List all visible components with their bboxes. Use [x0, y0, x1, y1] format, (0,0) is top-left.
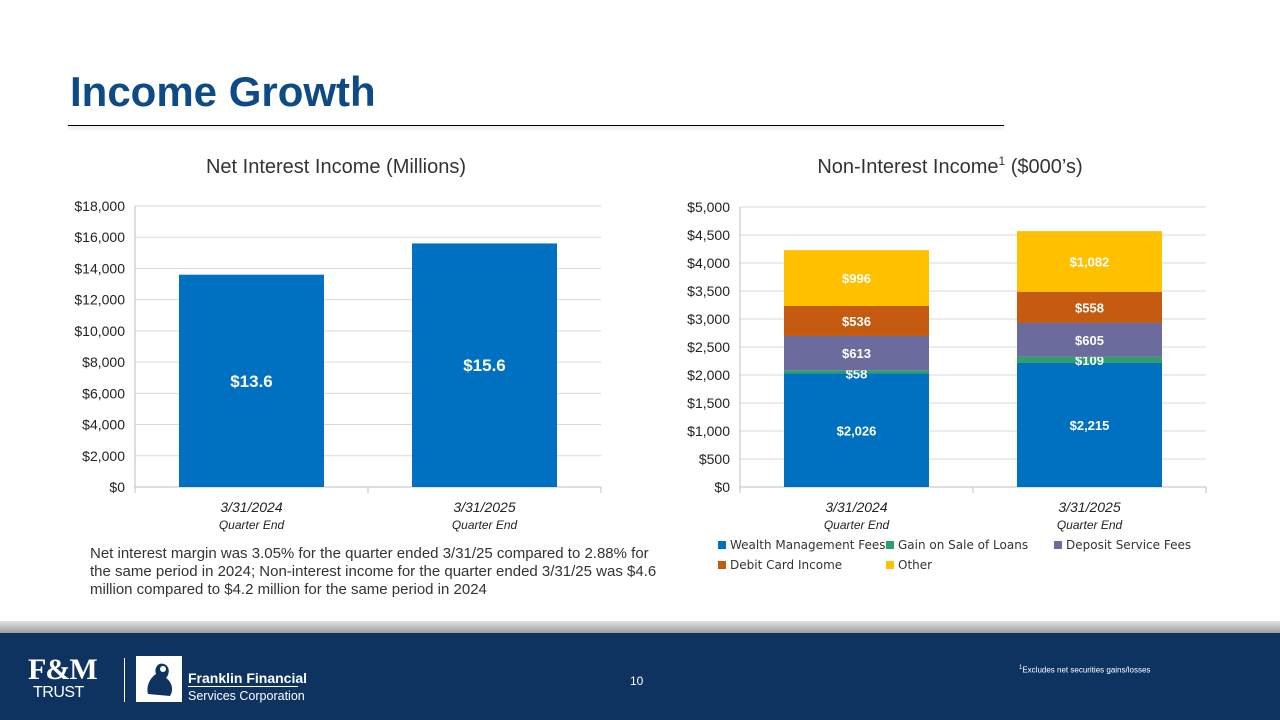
- chart1-ytick-label: $14,000: [74, 260, 125, 276]
- chart2-segment-4: [1017, 231, 1162, 292]
- chart2-ytick-label: $1,500: [687, 395, 730, 411]
- net-interest-income-chart: Net Interest Income (Millions) $0 $2,000 $4…: [74, 156, 602, 532]
- chart1-category-sublabel: Quarter End: [219, 518, 285, 532]
- chart2-ytick-label: $0: [714, 479, 730, 495]
- chart2-category-sublabel: Quarter End: [824, 518, 890, 532]
- fm-logo: F&M: [28, 653, 98, 686]
- chart2-category-label: 3/31/2025: [1058, 499, 1120, 515]
- chart2-legend-label: Debit Card Income: [730, 558, 842, 572]
- chart2-title: Non-Interest Income1 ($000’s): [817, 154, 1082, 178]
- chart2-data-label: $996: [842, 271, 871, 286]
- chart2-ytick-label: $2,000: [687, 367, 730, 383]
- chart2-data-label: $605: [1075, 333, 1104, 348]
- net-interest-margin-note: Net interest margin was 3.05% for the qu…: [90, 545, 657, 598]
- footnote: 1Excludes net securities gains/losses: [1019, 665, 1150, 675]
- chart2-data-label: $1,082: [1070, 254, 1110, 269]
- chart2-segment-1: [784, 370, 929, 374]
- ffsc-name-line1: Franklin Financial: [188, 670, 308, 686]
- chart1-title: Net Interest Income (Millions): [206, 156, 466, 178]
- chart2-segment-3: [784, 305, 929, 336]
- chart2-segment-4: [784, 250, 929, 306]
- chart1-ytick-label: $2,000: [82, 448, 125, 464]
- ffsc-logo-icon: [136, 656, 182, 702]
- chart2-segment-2: [1017, 322, 1162, 357]
- chart2-legend-label: Other: [898, 558, 932, 572]
- chart2-segment-0: [784, 373, 929, 487]
- chart2-ytick-label: $500: [699, 451, 730, 467]
- chart1-ytick-label: $8,000: [82, 354, 125, 370]
- chart1-ytick-label: $12,000: [74, 292, 125, 308]
- chart1-bar: [179, 274, 324, 487]
- chart2-legend-swatch: [1054, 541, 1062, 549]
- chart1-data-label: $15.6: [463, 356, 506, 375]
- chart1-ytick-label: $18,000: [74, 198, 125, 214]
- trust-logo-text: TRUST: [33, 684, 84, 701]
- chart1-data-label: $13.6: [230, 372, 273, 391]
- chart1-ytick-label: $10,000: [74, 323, 125, 339]
- chart2-segment-0: [1017, 362, 1162, 487]
- chart2-ytick-label: $5,000: [687, 199, 730, 215]
- chart2-data-label: $2,026: [837, 423, 877, 438]
- chart2-ytick-label: $3,500: [687, 283, 730, 299]
- chart1-ytick-label: $0: [109, 479, 125, 495]
- non-interest-income-chart: Non-Interest Income1 ($000’s) $0 $500 $1,00…: [687, 154, 1207, 572]
- chart1-category-sublabel: Quarter End: [452, 518, 518, 532]
- chart2-ytick-label: $4,500: [687, 227, 730, 243]
- footer-band: [0, 621, 1280, 633]
- chart2-data-label: $558: [1075, 300, 1104, 315]
- chart2-ytick-label: $4,000: [687, 255, 730, 271]
- chart2-segment-1: [1017, 356, 1162, 363]
- chart2-ytick-label: $1,000: [687, 423, 730, 439]
- footnote-text: Excludes net securities gains/losses: [1022, 665, 1151, 675]
- chart2-category-label: 3/31/2024: [825, 499, 887, 515]
- footer: [0, 633, 1280, 720]
- title-rule: [68, 125, 1004, 126]
- ffsc-name-line2: Services Corporation: [188, 689, 305, 703]
- chart2-segment-2: [784, 335, 929, 371]
- chart2-legend-label: Gain on Sale of Loans: [898, 538, 1028, 552]
- ffsc-underline: [188, 686, 298, 687]
- chart1-ytick-label: $16,000: [74, 229, 125, 245]
- chart1-bar: [412, 243, 557, 487]
- chart2-ytick-label: $2,500: [687, 339, 730, 355]
- chart1-category-label: 3/31/2025: [453, 499, 515, 515]
- chart2-segment-3: [1017, 291, 1162, 323]
- logo-divider: [124, 658, 125, 702]
- chart2-legend-label: Deposit Service Fees: [1066, 538, 1191, 552]
- chart2-category-sublabel: Quarter End: [1057, 518, 1123, 532]
- chart2-ytick-label: $3,000: [687, 311, 730, 327]
- chart2-legend-label: Wealth Management Fees: [730, 538, 885, 552]
- chart2-data-label: $613: [842, 346, 871, 361]
- chart2-data-label: $2,215: [1070, 418, 1110, 433]
- chart2-data-label: $536: [842, 314, 871, 329]
- page-number: 10: [630, 674, 644, 688]
- chart1-ytick-label: $6,000: [82, 385, 125, 401]
- chart2-legend-swatch: [718, 561, 726, 569]
- chart1-category-label: 3/31/2024: [220, 499, 282, 515]
- chart2-legend-swatch: [886, 561, 894, 569]
- chart2-legend-swatch: [886, 541, 894, 549]
- page-title: Income Growth: [70, 68, 376, 115]
- footnote-marker: 1: [1019, 665, 1023, 671]
- chart2-legend-swatch: [718, 541, 726, 549]
- chart1-ytick-label: $4,000: [82, 417, 125, 433]
